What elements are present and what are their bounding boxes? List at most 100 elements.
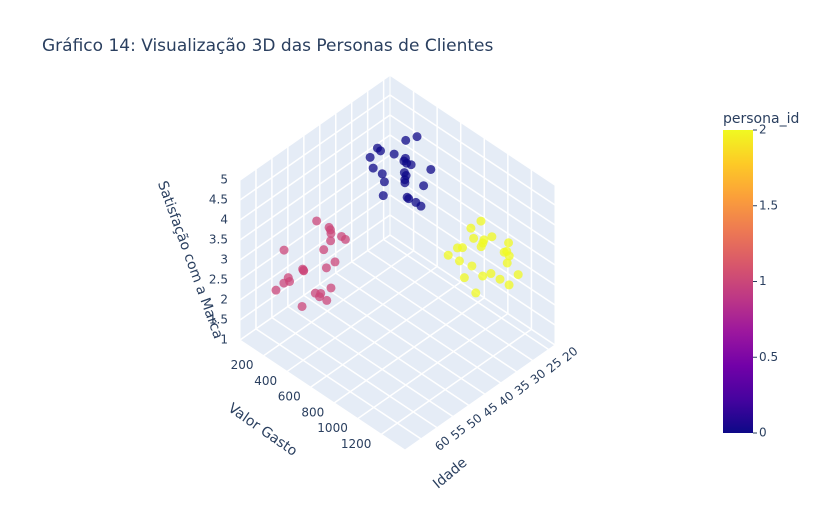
point [326,236,336,246]
z-tick-label: 3 [220,253,228,267]
colorbar-tick-label: 1 [759,274,767,288]
grid-line [351,261,518,373]
z-tick-label: 1.5 [209,313,228,327]
grid-line [389,134,556,246]
point [378,191,388,201]
point [401,135,411,145]
point [322,295,332,305]
point [502,246,512,256]
grid-line [367,250,534,362]
point [443,250,453,260]
point [377,169,387,179]
x-tick-label: 30 [528,366,549,387]
y-tick-label: 1200 [341,437,372,451]
grid-line [389,94,556,206]
point [471,288,481,298]
z-tick-label: 1 [220,333,228,347]
grid-line [389,194,556,306]
point [326,283,336,293]
point [297,301,307,311]
x-tick-label: 50 [464,411,485,432]
grid-line [239,154,391,261]
colorbar [723,130,753,433]
grid-line [380,328,532,435]
grid-line [239,174,391,281]
point [340,234,350,244]
grid-line [239,114,391,221]
grid-line [389,154,556,266]
chart-title: Gráfico 14: Visualização 3D das Personas… [42,36,493,56]
y-tick-label: 400 [254,374,277,388]
grid-line [335,272,502,384]
point [486,269,496,279]
point [279,245,289,255]
colorbar-tick-label: 1.5 [759,198,778,212]
point [419,181,429,191]
point [299,266,309,276]
point [316,288,326,298]
point [412,132,422,142]
grid-line [310,281,462,388]
x-tick-label: 60 [432,433,453,454]
x-tick-label: 25 [544,355,565,376]
point [502,258,512,268]
point [312,216,322,226]
point [426,164,436,174]
colorbar-tick-label: 0 [759,426,767,440]
point [495,274,505,284]
grid-line [239,94,391,201]
z-tick-label: 5 [220,173,228,187]
point [379,177,389,187]
x-tick-label: 45 [480,400,501,421]
point [271,285,281,295]
grid-line [389,74,556,186]
grid-line [333,297,485,404]
point [321,263,331,273]
grid-line [255,328,422,440]
grid-line [239,74,391,181]
y-tick-label: 200 [231,358,254,372]
point [469,233,479,243]
point [368,163,378,173]
grid-line [239,194,391,301]
y-tick-label: 600 [278,390,301,404]
grid-line [287,305,454,418]
point [279,278,289,288]
x-axis-title: Idade [430,455,470,492]
point [459,273,469,283]
point [400,153,410,163]
point [411,197,421,207]
grid-line [319,283,486,395]
point [372,143,382,153]
colorbar-title: persona_id [723,111,799,127]
point [504,280,514,290]
point [504,238,514,248]
point [365,152,375,162]
point [513,270,523,280]
point [487,232,497,242]
x-tick-label: 40 [496,389,517,410]
point [466,223,476,233]
point [402,192,412,202]
z-tick-label: 2 [220,293,228,307]
point [457,243,467,253]
colorbar-tick-label: 2 [759,123,767,137]
grid-line [239,214,391,321]
colorbar-tick-label: 0.5 [759,350,778,364]
y-axis-title: Valor Gasto [225,400,300,459]
y-tick-label: 800 [301,405,324,419]
point [389,149,399,159]
point [478,271,488,281]
point [479,235,489,245]
grid-line [239,234,391,341]
point [476,216,486,226]
z-tick-label: 4 [220,213,228,227]
grid-line [239,134,391,241]
z-tick-label: 3.5 [209,233,228,247]
x-tick-label: 35 [512,377,533,398]
point [476,242,486,252]
x-tick-label: 55 [448,422,469,443]
point [319,245,329,255]
z-tick-label: 2.5 [209,273,228,287]
